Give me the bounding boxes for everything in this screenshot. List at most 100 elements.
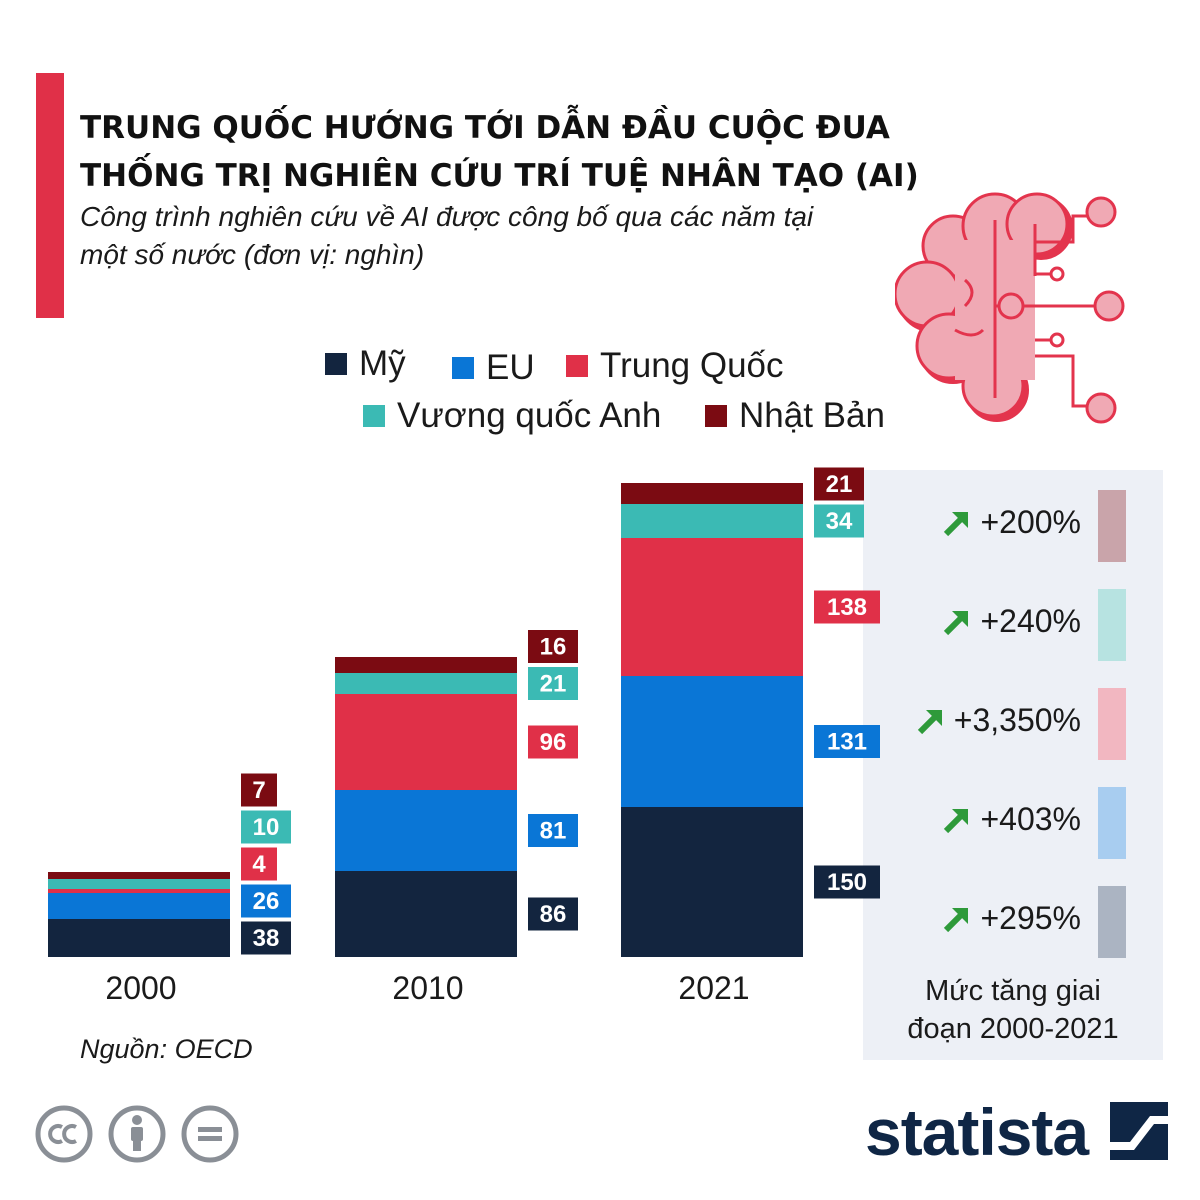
source-note: Nguồn: OECD: [80, 1034, 253, 1064]
arrow-up-right-icon: [944, 511, 969, 536]
growth-swatch: [1098, 688, 1126, 760]
chart-legend: Mỹ EU Trung Quốc Vương quốc Anh Nhật Bản: [0, 340, 1200, 450]
x-tick-label: 2021: [678, 970, 749, 1006]
arrow-up-right-icon: [917, 709, 942, 734]
bar-segment: [48, 872, 230, 879]
data-label: 21: [826, 471, 853, 498]
data-label: 10: [253, 814, 280, 841]
bar-segment: [335, 673, 517, 694]
title-accent-bar: [36, 73, 64, 318]
growth-swatch: [1098, 787, 1126, 859]
cc-icon[interactable]: [35, 1105, 93, 1163]
data-label: 96: [540, 729, 567, 756]
growth-text: +403%: [942, 801, 1081, 838]
bar-segment: [48, 893, 230, 919]
data-label: 131: [827, 729, 867, 756]
data-label-box: [528, 897, 578, 931]
arrow-up-right-icon: [944, 610, 969, 635]
license-icons: [35, 1105, 245, 1165]
arrow-up-right-icon: [944, 808, 969, 833]
data-label-box: [241, 921, 291, 955]
growth-value: +3,350%: [953, 702, 1081, 738]
growth-text: +200%: [942, 504, 1081, 541]
growth-value: +295%: [980, 900, 1081, 936]
legend-item-vuong-quoc-anh: Vương quốc Anh: [363, 396, 661, 436]
subtitle-line-1: Công trình nghiên cứu về AI được công bố…: [80, 201, 814, 232]
growth-text: +295%: [942, 900, 1081, 937]
legend-swatch: [363, 405, 385, 427]
data-label: 81: [540, 818, 567, 845]
legend-swatch: [566, 355, 588, 377]
data-label: 138: [827, 594, 867, 621]
legend-swatch: [452, 357, 474, 379]
data-label: 26: [253, 888, 280, 915]
legend-label: EU: [486, 348, 535, 387]
growth-text: +3,350%: [916, 702, 1081, 739]
data-label: 4: [252, 851, 266, 878]
legend-item-nhat-ban: Nhật Bản: [705, 396, 885, 436]
legend-item-my: Mỹ: [325, 344, 406, 384]
bar-segment: [335, 657, 517, 673]
growth-caption-line-2: đoạn 2000-2021: [907, 1013, 1119, 1045]
legend-item-trung-quoc: Trung Quốc: [566, 346, 784, 386]
bar-segment: [621, 504, 803, 538]
x-tick-label: 2000: [105, 970, 176, 1006]
page-title: TRUNG QUỐC HƯỚNG TỚI DẪN ĐẦU CUỘC ĐUA TH…: [80, 104, 940, 200]
bar-segment: [335, 790, 517, 871]
legend-item-eu: EU: [452, 348, 535, 388]
legend-swatch: [705, 405, 727, 427]
bar-segment: [48, 889, 230, 893]
brain-circuit-icon: [895, 192, 1125, 424]
data-label-box: [528, 814, 578, 847]
data-label-box: [241, 773, 277, 807]
legend-label: Vương quốc Anh: [397, 396, 662, 435]
data-label: 16: [540, 634, 567, 661]
page-subtitle: Công trình nghiên cứu về AI được công bố…: [80, 198, 920, 274]
statista-mark-icon: [1110, 1102, 1168, 1160]
data-label-box: [241, 884, 291, 918]
data-label: 34: [826, 508, 853, 535]
legend-label: Nhật Bản: [739, 396, 885, 435]
bar-segment: [48, 919, 230, 957]
legend-swatch: [325, 353, 347, 375]
growth-swatch: [1098, 886, 1126, 958]
data-label: 38: [253, 925, 280, 952]
legend-label: Mỹ: [359, 344, 406, 383]
growth-item-trung-quoc: +3,350%: [863, 688, 1163, 760]
data-label-box: [814, 865, 880, 899]
growth-swatch: [1098, 589, 1126, 661]
bar-segment: [621, 538, 803, 676]
arrow-up-right-icon: [944, 907, 969, 932]
bar-segment: [621, 807, 803, 957]
growth-value: +403%: [980, 801, 1081, 837]
data-label: 150: [827, 869, 867, 896]
data-label-box: [814, 725, 880, 758]
growth-value: +200%: [980, 504, 1081, 540]
growth-caption-line-1: Mức tăng giai: [925, 975, 1101, 1007]
data-label-box: [528, 667, 578, 700]
x-tick-label: 2010: [392, 970, 463, 1006]
bar-segment: [621, 676, 803, 807]
data-label-box: [528, 630, 578, 663]
title-line-1: TRUNG QUỐC HƯỚNG TỚI DẪN ĐẦU CUỘC ĐUA: [80, 110, 890, 146]
statista-logo[interactable]: statista: [865, 1092, 1168, 1172]
growth-swatch: [1098, 490, 1126, 562]
data-label-box: [241, 810, 291, 844]
growth-caption: Mức tăng giai đoạn 2000-2021: [863, 972, 1163, 1048]
bar-segment: [335, 694, 517, 790]
attribution-icon[interactable]: [108, 1105, 166, 1163]
growth-value: +240%: [980, 603, 1081, 639]
data-label: 7: [252, 777, 265, 804]
growth-item-eu: +403%: [863, 787, 1163, 859]
no-derivatives-icon[interactable]: [181, 1105, 239, 1163]
legend-label: Trung Quốc: [600, 346, 784, 385]
data-label-box: [814, 467, 864, 501]
bar-segment: [335, 871, 517, 957]
growth-item-my: +295%: [863, 886, 1163, 958]
title-line-2: THỐNG TRỊ NGHIÊN CỨU TRÍ TUỆ NHÂN TẠO (A…: [80, 158, 919, 194]
data-label-box: [814, 504, 864, 538]
data-label: 21: [540, 671, 567, 698]
subtitle-line-2: một số nước (đơn vị: nghìn): [80, 239, 425, 270]
data-label-box: [528, 725, 578, 759]
